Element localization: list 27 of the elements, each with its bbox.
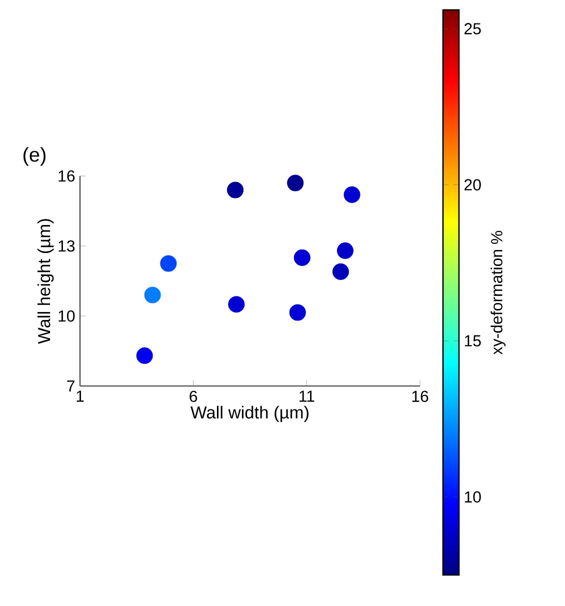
x-axis-title: Wall width (µm) [190, 406, 308, 422]
point [136, 347, 153, 364]
y-tick-label: 10 [58, 310, 75, 322]
chart-title: (e) [24, 147, 46, 166]
color-bar-label: 15 [464, 335, 481, 346]
point [332, 263, 349, 280]
point [160, 255, 177, 272]
point [287, 174, 304, 192]
x-tick-label: 1 [76, 390, 84, 402]
y-tick-label: 7 [67, 380, 74, 392]
color-bar-label: 10 [464, 491, 481, 503]
point [227, 182, 244, 198]
point [289, 304, 306, 321]
x-tick-label: 16 [412, 390, 428, 402]
y-tick-label: 13 [58, 240, 75, 252]
point [144, 286, 161, 304]
y-tick-label: 16 [58, 170, 75, 182]
x-tick-label: 6 [190, 390, 198, 402]
color-bar-label: 20 [464, 179, 481, 190]
point [344, 186, 360, 203]
color-bar-title: xy-deformation % [490, 230, 506, 355]
color-bar-label: 25 [464, 23, 481, 34]
point [228, 296, 245, 313]
point [336, 242, 354, 259]
x-tick-label: 11 [300, 390, 314, 402]
point [294, 249, 310, 266]
y-axis-title: Wall height (µm) [38, 219, 54, 344]
